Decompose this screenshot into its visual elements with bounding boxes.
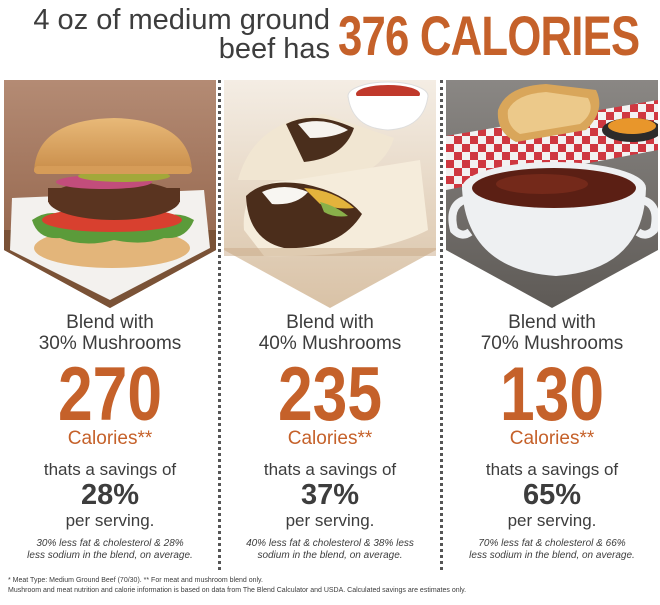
blend-line2: 70% Mushrooms	[480, 333, 624, 354]
calories-label: Calories**	[287, 428, 373, 449]
column-70-percent: Blend with 70% Mushrooms 130 Calories** …	[446, 80, 658, 570]
calorie-value: 130	[500, 352, 604, 437]
column-30-percent: Blend with 30% Mushrooms 270 Calories** …	[4, 80, 216, 570]
nutrition-note: 40% less fat & cholesterol & 38% less so…	[224, 538, 436, 562]
calorie-value: 235	[278, 352, 382, 437]
savings-percent: 37%	[300, 479, 360, 511]
note-line1: 30% less fat & cholesterol & 28%	[36, 538, 184, 549]
blend-line2: 30% Mushrooms	[38, 333, 182, 354]
nutrition-note: 30% less fat & cholesterol & 28% less so…	[4, 538, 216, 562]
savings-percent: 28%	[80, 479, 140, 511]
savings-percent: 65%	[522, 479, 582, 511]
header-lead: 4 oz of medium ground beef has	[10, 6, 330, 64]
burger-photo	[4, 80, 216, 310]
nutrition-note: 70% less fat & cholesterol & 66% less so…	[446, 538, 658, 562]
note-line2: less sodium in the blend, on average.	[469, 550, 635, 561]
header: 4 oz of medium ground beef has 376 CALOR…	[0, 0, 660, 80]
savings-text: thats a savings of	[485, 460, 619, 479]
per-serving: per serving.	[65, 511, 155, 530]
footnote-line2: Mushroom and meat nutrition and calorie …	[8, 587, 467, 594]
footnotes: * Meat Type: Medium Ground Beef (70/30).…	[8, 576, 656, 596]
savings-text: thats a savings of	[263, 460, 397, 479]
header-lead-line2: beef has	[218, 33, 330, 65]
blend-line2: 40% Mushrooms	[258, 333, 402, 354]
blend-label: Blend with 30% Mushrooms	[4, 312, 216, 354]
chili-photo	[446, 80, 658, 310]
note-line1: 70% less fat & cholesterol & 66%	[478, 538, 626, 549]
column-divider	[218, 80, 221, 570]
headline-calories: 376 CALORIES	[338, 4, 640, 67]
blend-label: Blend with 70% Mushrooms	[446, 312, 658, 354]
wrap-photo	[224, 80, 436, 310]
header-lead-line1: 4 oz of medium ground	[33, 4, 330, 36]
footnote-line1: * Meat Type: Medium Ground Beef (70/30).…	[8, 577, 263, 584]
per-serving: per serving.	[285, 511, 375, 530]
savings-text: thats a savings of	[43, 460, 177, 479]
blend-line1: Blend with	[508, 312, 596, 333]
column-40-percent: Blend with 40% Mushrooms 235 Calories** …	[224, 80, 436, 570]
note-line2: less sodium in the blend, on average.	[27, 550, 193, 561]
note-line2: sodium in the blend, on average.	[257, 550, 403, 561]
per-serving: per serving.	[507, 511, 597, 530]
calories-label: Calories**	[67, 428, 153, 449]
note-line1: 40% less fat & cholesterol & 38% less	[246, 538, 414, 549]
blend-line1: Blend with	[66, 312, 154, 333]
blend-line1: Blend with	[286, 312, 374, 333]
calorie-value: 270	[58, 352, 162, 437]
column-divider	[440, 80, 443, 570]
calories-label: Calories**	[509, 428, 595, 449]
blend-label: Blend with 40% Mushrooms	[224, 312, 436, 354]
